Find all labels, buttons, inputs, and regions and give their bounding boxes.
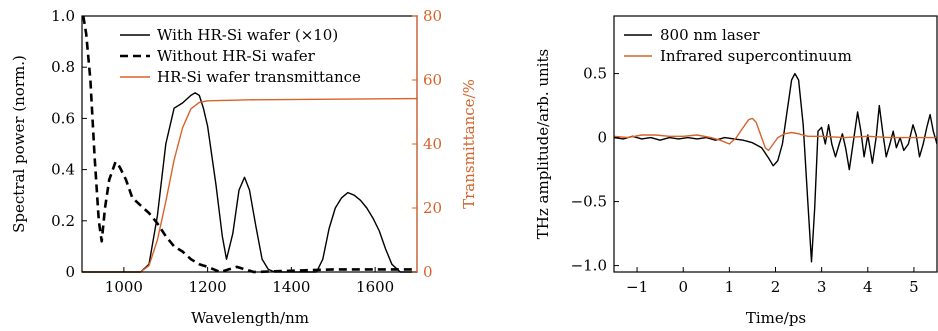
chart0-x-tick-label: 1400 [272,278,310,296]
legend-label-with-wafer: With HR-Si wafer (×10) [157,26,338,44]
chart0-y2-tick-label: 0 [423,263,433,281]
chart1-y-tick-label: −1.0 [571,257,607,275]
chart0-x-tick-label: 1600 [356,278,394,296]
chart1-series-1-line [613,117,937,152]
right-y-ticks: −1.0 −0.5 0 0.5 [571,65,619,275]
chart1-y-tick-label: 0 [597,129,607,147]
right-x-ticks: −1 0 1 2 3 4 5 [626,267,919,296]
chart1-y-tick-label: −0.5 [571,193,607,211]
chart0-y2-tick-label: 60 [423,71,442,89]
chart0-y2-tick-label: 20 [423,199,442,217]
legend-label-800nm: 800 nm laser [660,26,760,44]
chart1-x-tick-label: −1 [626,278,648,296]
chart0-y-tick-label: 0 [65,263,75,281]
left-series-layer [82,15,418,274]
chart0-series-0-line [82,92,417,273]
chart1-x-tick-label: 1 [725,278,735,296]
legend-label-transmittance: HR-Si wafer transmittance [157,68,361,86]
chart0-series-1-line [82,15,417,274]
chart0-y-tick-label: 0.8 [51,58,75,76]
chart0-y-tick-label: 1.0 [51,7,75,25]
chart0-x-tick-label: 1200 [189,278,227,296]
left-y-axis-label: Spectral power (norm.) [10,55,28,233]
chart1-x-tick-label: 0 [678,278,688,296]
left-y2-ticks: 0 20 40 60 80 [412,7,442,281]
chart0-series-2-line [82,97,418,273]
chart1-x-tick-label: 3 [817,278,827,296]
chart1-x-tick-label: 2 [771,278,781,296]
left-x-ticks: 1000 1200 1400 1600 [105,267,394,296]
chart-right: −1 0 1 2 3 4 5 −1.0 −0.5 0 0.5 Time/ps THz amplit… [534,15,938,327]
chart0-y-tick-label: 0.4 [51,161,75,179]
chart1-series-0-line [613,72,938,263]
chart1-x-tick-label: 4 [863,278,873,296]
left-x-axis-label: Wavelength/nm [191,309,309,327]
chart0-y2-tick-label: 80 [423,7,442,25]
legend-label-supercontinuum: Infrared supercontinuum [660,47,852,65]
chart1-x-tick-label: 5 [909,278,919,296]
right-y-axis-label: THz amplitude/arb. units [534,49,552,239]
chart-left: 1000 1200 1400 1600 0 0.2 0.4 0.6 0.8 1.0 0 20 40 6… [10,7,478,327]
chart0-y-tick-label: 0.6 [51,109,75,127]
right-legend: 800 nm laser Infrared supercontinuum [624,26,852,65]
left-y-ticks: 0 0.2 0.4 0.6 0.8 1.0 [51,7,87,281]
left-legend: With HR-Si wafer (×10) Without HR-Si waf… [120,26,361,86]
right-x-axis-label: Time/ps [746,309,806,327]
chart1-y-tick-label: 0.5 [583,65,607,83]
chart0-y2-tick-label: 40 [423,135,442,153]
right-series-layer [613,72,938,263]
left-y2-axis-label: Transmittance/% [460,79,478,209]
legend-label-without-wafer: Without HR-Si wafer [157,47,316,65]
chart0-y-tick-label: 0.2 [51,212,75,230]
chart0-x-tick-label: 1000 [105,278,143,296]
